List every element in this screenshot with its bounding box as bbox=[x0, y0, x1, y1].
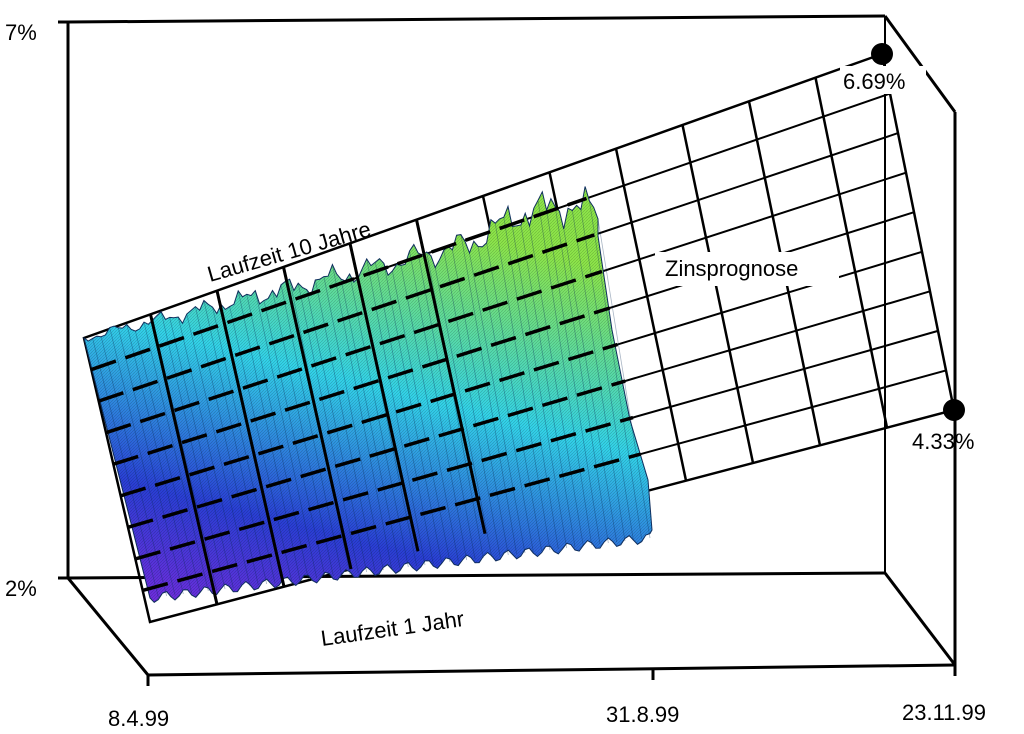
surface-ridge bbox=[186, 313, 251, 587]
surface-ridge bbox=[511, 226, 568, 549]
surface-ridge bbox=[126, 324, 193, 594]
surface-ridge bbox=[477, 246, 534, 553]
forecast-label-bg bbox=[655, 252, 839, 286]
surface-ridge bbox=[580, 209, 634, 541]
surface-ridge bbox=[349, 273, 409, 568]
surface-ridge bbox=[203, 300, 268, 585]
surface-ridge bbox=[83, 337, 151, 599]
x-axis-ticks bbox=[146, 665, 957, 686]
surface-ridge bbox=[546, 210, 601, 545]
forecast-value-1y: 4.33% bbox=[912, 429, 974, 454]
surface-ridge bbox=[323, 276, 384, 571]
surface-grid-line bbox=[215, 290, 286, 587]
surface-ridge bbox=[194, 306, 259, 586]
surface-ridge bbox=[460, 234, 518, 555]
surface-grid-line bbox=[120, 342, 619, 498]
interest-surface bbox=[83, 186, 653, 603]
surface-ridge bbox=[383, 263, 443, 564]
surface-ridge bbox=[263, 300, 326, 578]
x-tick-label: 31.8.99 bbox=[606, 702, 679, 727]
surface-ridge bbox=[443, 250, 501, 557]
surface-ridge bbox=[409, 251, 468, 561]
surface-ridge bbox=[340, 278, 401, 569]
surface-ridge bbox=[400, 265, 459, 562]
surface-grid-line bbox=[149, 313, 219, 605]
forecast-value-bg bbox=[840, 66, 926, 94]
surface-ridge bbox=[254, 290, 318, 579]
surface-ridge bbox=[469, 252, 526, 554]
surface-ridge bbox=[314, 279, 376, 572]
x-tick-label: 8.4.99 bbox=[108, 706, 169, 731]
surface-ridge bbox=[597, 218, 651, 539]
surface-grid bbox=[90, 196, 642, 605]
z-tick-label: 7% bbox=[5, 20, 37, 45]
surface-grid-line bbox=[105, 269, 603, 435]
surface-grid-line bbox=[142, 452, 642, 593]
surface-ridge bbox=[246, 294, 309, 580]
surface-ridge bbox=[366, 258, 426, 566]
surface-ridge bbox=[494, 223, 551, 551]
z-tick-label: 2% bbox=[5, 576, 37, 601]
surface-ridge bbox=[520, 224, 576, 548]
surface-grid-line bbox=[282, 266, 353, 570]
surface-ridge bbox=[503, 217, 559, 550]
surface-ridge bbox=[143, 321, 209, 592]
surface-grid-line bbox=[90, 196, 588, 372]
surface-ridge bbox=[135, 330, 201, 593]
surface-ridge bbox=[486, 242, 543, 552]
surface-ridge bbox=[237, 290, 301, 581]
surface-ridge bbox=[451, 249, 509, 556]
surface-grid-line bbox=[348, 243, 420, 552]
surface-ridge bbox=[109, 327, 176, 596]
surface-ridge bbox=[589, 200, 643, 540]
surface-grid-line bbox=[98, 233, 595, 403]
surface-grid-line bbox=[134, 415, 634, 561]
forecast-value-10y: 6.69% bbox=[843, 69, 905, 94]
surface-ridge bbox=[332, 264, 393, 570]
surface-ridge bbox=[537, 200, 593, 546]
surface-ridge bbox=[434, 267, 493, 558]
surface-ridge bbox=[212, 307, 276, 584]
surface-ridge bbox=[392, 270, 451, 563]
forecast-grid-line bbox=[814, 77, 889, 428]
surface-mesh bbox=[84, 186, 652, 603]
surface-grid-line bbox=[112, 306, 611, 466]
surface-ridge bbox=[177, 316, 243, 588]
surface-ridge bbox=[554, 206, 609, 544]
surface-ridge bbox=[280, 284, 343, 576]
forecast-label: Zinsprognose bbox=[665, 256, 798, 281]
surface-grid-line bbox=[415, 219, 487, 534]
z-axis-ticks bbox=[58, 20, 68, 580]
surface-ridge bbox=[571, 210, 626, 542]
forecast-point-10y bbox=[871, 43, 893, 65]
surface-ridge bbox=[529, 225, 584, 547]
forecast-grid-line bbox=[681, 124, 755, 464]
forecast-grid-line bbox=[614, 148, 688, 481]
surface-ridge bbox=[169, 317, 234, 589]
forecast-point-1y bbox=[943, 399, 965, 421]
surface-grid-line bbox=[127, 379, 626, 530]
surface-ridge bbox=[417, 252, 476, 560]
series-label-short-term: Laufzeit 1 Jahr bbox=[319, 606, 465, 651]
x-tick-label: 23.11.99 bbox=[902, 700, 986, 725]
surface-ridge bbox=[160, 311, 226, 590]
